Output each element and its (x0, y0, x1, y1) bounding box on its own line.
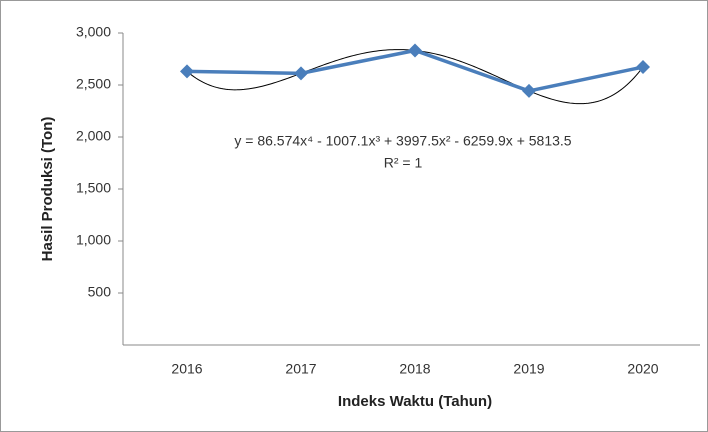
marker (180, 64, 194, 79)
x-tick-label: 2019 (513, 361, 544, 377)
marker (522, 83, 536, 98)
y-tick-label: 2,500 (76, 76, 111, 92)
x-tick-label: 2018 (399, 361, 430, 377)
y-tick-label: 1,000 (76, 232, 111, 248)
x-tick-label: 2017 (285, 361, 316, 377)
x-axis-label: Indeks Waktu (Tahun) (338, 393, 492, 410)
x-tick-label: 2016 (171, 361, 202, 377)
y-tick-label: 500 (88, 284, 112, 300)
marker (294, 66, 308, 81)
y-tick-label: 1,500 (76, 180, 111, 196)
y-tick-label: 3,000 (76, 24, 111, 40)
r-squared: R² = 1 (384, 155, 423, 171)
x-tick-label: 2020 (627, 361, 658, 377)
trendline-equation: y = 86.574x⁴ - 1007.1x³ + 3997.5x² - 625… (234, 133, 571, 149)
marker (408, 43, 422, 58)
y-tick-label: 2,000 (76, 128, 111, 144)
y-axis-label: Hasil Produksi (Ton) (39, 117, 56, 262)
marker (636, 60, 650, 75)
